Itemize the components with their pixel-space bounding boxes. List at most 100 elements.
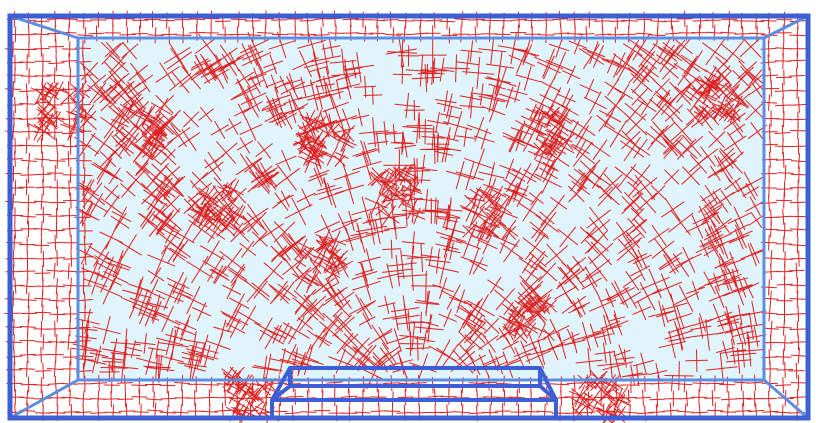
cross-stroke	[141, 108, 152, 127]
cross-stroke	[707, 239, 721, 260]
cross-stroke	[247, 211, 267, 233]
cross-stroke	[573, 375, 576, 392]
cross-stroke	[421, 136, 445, 139]
cross-stroke	[40, 237, 43, 254]
cross-stroke	[133, 140, 152, 162]
cross-stroke	[393, 141, 413, 144]
cross-stroke	[529, 103, 537, 120]
cross-stroke	[466, 299, 495, 317]
cross-stroke	[155, 340, 160, 359]
cross-stroke	[699, 312, 707, 332]
cross-stroke	[204, 154, 225, 169]
cross-stroke	[598, 385, 614, 402]
cross-stroke	[268, 115, 288, 124]
cross-stroke	[542, 130, 552, 148]
cross-stroke	[596, 292, 609, 320]
cross-stroke	[281, 235, 307, 257]
cross-stroke	[26, 111, 29, 128]
cross-stroke	[115, 134, 128, 147]
cross-stroke	[796, 221, 799, 238]
cross-stroke	[77, 110, 97, 131]
cross-stroke	[191, 357, 199, 380]
cross-stroke	[742, 277, 754, 299]
cross-stroke	[61, 87, 79, 104]
cross-stroke	[195, 58, 222, 76]
cross-stroke	[702, 88, 713, 105]
cross-stroke	[181, 374, 184, 392]
cross-stroke	[601, 326, 607, 345]
cross-stroke	[378, 345, 401, 362]
cross-stroke	[479, 208, 499, 227]
cross-stroke	[625, 230, 640, 249]
cross-stroke	[381, 190, 390, 205]
cross-stroke	[14, 96, 17, 114]
cross-stroke	[695, 104, 709, 120]
cross-stroke	[371, 170, 386, 187]
cross-stroke	[255, 143, 273, 157]
cross-stroke	[356, 344, 377, 370]
cross-stroke	[665, 104, 683, 123]
cross-stroke	[782, 348, 785, 365]
cross-stroke	[151, 139, 164, 159]
cross-stroke	[362, 217, 384, 224]
cross-stroke	[172, 326, 180, 348]
cross-stroke	[117, 137, 132, 157]
cross-stroke	[351, 206, 381, 216]
cross-stroke	[233, 205, 246, 227]
cross-stroke	[67, 263, 70, 280]
cross-stroke	[561, 261, 580, 280]
cross-stroke	[239, 123, 263, 135]
cross-stroke	[524, 294, 539, 309]
cross-stroke	[25, 137, 28, 154]
cross-stroke	[414, 301, 440, 305]
cross-stroke	[82, 390, 85, 407]
cross-stroke	[796, 389, 799, 406]
cross-stroke	[40, 320, 43, 338]
cross-stroke	[482, 93, 509, 102]
cross-stroke	[681, 166, 700, 186]
cross-stroke	[784, 164, 787, 182]
cross-stroke	[568, 40, 588, 49]
cross-stroke	[657, 375, 660, 392]
cross-stroke	[727, 268, 737, 288]
cross-stroke	[198, 108, 215, 121]
cross-stroke	[274, 167, 301, 188]
cross-stroke	[43, 112, 54, 133]
cross-stroke	[627, 217, 646, 238]
cross-stroke	[528, 150, 556, 163]
cross-stroke	[154, 137, 176, 158]
cross-stroke	[232, 392, 246, 414]
cross-stroke	[91, 350, 98, 374]
cross-stroke	[671, 118, 694, 143]
cross-stroke	[745, 71, 765, 92]
cross-stroke	[574, 393, 587, 414]
cross-stroke	[178, 226, 191, 248]
cross-stroke	[12, 319, 15, 336]
cross-stroke	[355, 149, 379, 158]
cross-stroke	[225, 121, 242, 132]
cross-stroke	[741, 25, 744, 43]
cross-stroke	[221, 190, 233, 202]
cross-stroke	[26, 389, 29, 406]
cross-stroke	[586, 231, 609, 252]
cross-stroke	[416, 299, 439, 305]
cross-stroke	[458, 330, 473, 345]
cross-stroke	[296, 192, 316, 203]
cross-stroke	[167, 127, 191, 144]
cross-stroke	[252, 26, 255, 44]
cross-stroke	[126, 26, 129, 43]
cross-stroke	[654, 90, 672, 106]
cross-stroke	[585, 273, 598, 294]
cross-stroke	[427, 264, 460, 273]
cross-stroke	[306, 93, 332, 101]
cross-stroke	[230, 263, 245, 284]
cross-stroke	[435, 243, 459, 250]
cross-stroke	[334, 314, 352, 332]
cross-stroke	[604, 81, 622, 94]
cross-stroke	[717, 156, 734, 180]
cross-stroke	[230, 187, 247, 204]
cross-stroke	[700, 146, 716, 167]
cross-stroke	[150, 267, 162, 285]
cross-stroke	[588, 169, 611, 186]
cross-stroke	[605, 315, 615, 335]
